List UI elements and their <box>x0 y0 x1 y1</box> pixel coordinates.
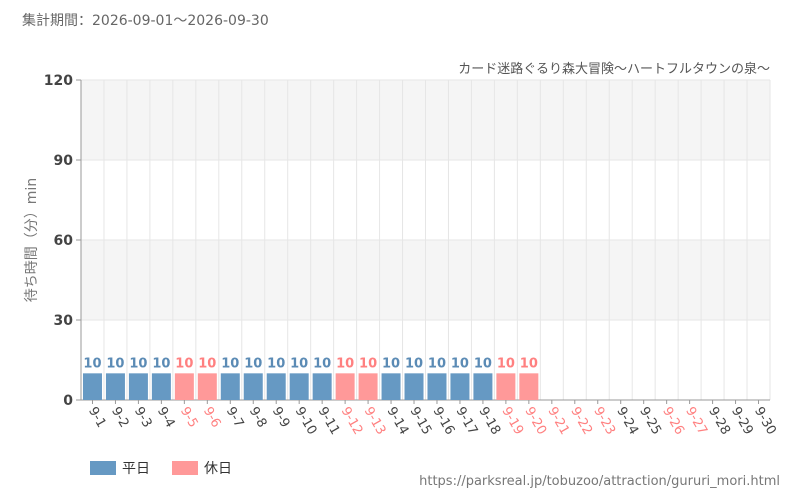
bar-data-label: 10 <box>221 356 239 371</box>
bar-data-label: 10 <box>152 356 170 371</box>
bar-data-label: 10 <box>106 356 124 371</box>
bar-data-label: 10 <box>198 356 216 371</box>
x-tick-label: 9-6 <box>200 405 224 431</box>
bar <box>289 373 309 400</box>
legend-item-holiday[interactable]: 休日 <box>172 458 232 478</box>
x-tick-label: 9-2 <box>108 405 132 431</box>
legend-swatch-holiday <box>172 461 198 475</box>
bar-data-label: 10 <box>244 356 262 371</box>
y-axis-label: 待ち時間（分）min <box>24 178 40 302</box>
bar-data-label: 10 <box>451 356 469 371</box>
bar <box>243 373 263 400</box>
bar-data-label: 10 <box>497 356 515 371</box>
y-tick-label: 90 <box>54 153 74 169</box>
bar <box>381 373 401 400</box>
legend-label-weekday: 平日 <box>122 461 150 477</box>
x-tick-label: 9-12 <box>338 405 366 438</box>
bar <box>335 373 355 400</box>
bar <box>427 373 447 400</box>
bar <box>450 373 470 400</box>
y-tick-label: 30 <box>54 313 74 329</box>
x-tick-label: 9-1 <box>85 405 109 431</box>
x-tick-label: 9-27 <box>682 405 710 438</box>
x-tick-label: 9-30 <box>751 405 779 438</box>
source-url[interactable]: https://parksreal.jp/tobuzoo/attraction/… <box>419 474 780 489</box>
y-tick-label: 60 <box>54 233 74 249</box>
x-tick-label: 9-28 <box>705 405 733 438</box>
bar <box>82 373 102 400</box>
x-tick-label: 9-5 <box>177 405 201 431</box>
x-tick-label: 9-22 <box>567 405 595 438</box>
x-tick-label: 9-13 <box>361 405 389 438</box>
bar-data-label: 10 <box>428 356 446 371</box>
legend-label-holiday: 休日 <box>204 461 232 477</box>
y-tick-label: 0 <box>63 393 73 409</box>
x-tick-label: 9-16 <box>430 405 458 438</box>
legend-item-weekday[interactable]: 平日 <box>90 458 150 478</box>
x-tick-label: 9-19 <box>498 405 526 438</box>
bar <box>151 373 171 400</box>
bar-data-label: 10 <box>175 356 193 371</box>
bar-data-label: 10 <box>313 356 331 371</box>
x-tick-label: 9-23 <box>590 405 618 438</box>
wait-time-chart: 0 30 60 90 120 待ち時間（分）min 10 9-1 10 9-2 10 9-3 10 9-4… <box>24 73 779 438</box>
bar-data-label: 10 <box>359 356 377 371</box>
x-tick-label: 9-21 <box>544 405 572 438</box>
x-tick-label: 9-24 <box>613 405 641 438</box>
x-tick-label: 9-9 <box>269 405 293 431</box>
x-tick-label: 9-17 <box>452 405 480 438</box>
x-tick-label: 9-20 <box>521 405 549 438</box>
bar-data-label: 10 <box>336 356 354 371</box>
bar-data-label: 10 <box>83 356 101 371</box>
x-tick-label: 9-7 <box>223 405 247 431</box>
x-tick-label: 9-10 <box>292 405 320 438</box>
x-tick-label: 9-4 <box>154 405 178 431</box>
bar <box>358 373 378 400</box>
x-tick-label: 9-25 <box>636 405 664 438</box>
bar <box>220 373 240 400</box>
legend-swatch-weekday <box>90 461 116 475</box>
bar <box>473 373 493 400</box>
bar <box>128 373 148 400</box>
bar-data-label: 10 <box>474 356 492 371</box>
bar-data-label: 10 <box>382 356 400 371</box>
x-tick-label: 9-3 <box>131 405 155 431</box>
bar <box>312 373 332 400</box>
bar-data-label: 10 <box>520 356 538 371</box>
bar <box>105 373 125 400</box>
bar-data-label: 10 <box>267 356 285 371</box>
x-tick-label: 9-18 <box>475 405 503 438</box>
bar-data-label: 10 <box>405 356 423 371</box>
y-tick-label: 120 <box>44 73 73 89</box>
x-tick-label: 9-15 <box>407 405 435 438</box>
x-tick-label: 9-14 <box>384 405 412 438</box>
bar <box>197 373 217 400</box>
chart-subtitle: カード迷路ぐるり森大冒険～ハートフルタウンの泉～ <box>458 62 770 77</box>
bar-data-label: 10 <box>290 356 308 371</box>
bar <box>496 373 516 400</box>
bar <box>519 373 539 400</box>
bar <box>404 373 424 400</box>
period-label: 集計期間：2026-09-01～2026-09-30 <box>22 13 269 29</box>
x-tick-label: 9-26 <box>659 405 687 438</box>
bar-data-label: 10 <box>129 356 147 371</box>
bar <box>266 373 286 400</box>
bar <box>174 373 194 400</box>
legend: 平日 休日 <box>90 458 254 478</box>
x-tick-label: 9-8 <box>246 405 270 431</box>
x-tick-label: 9-29 <box>728 405 756 438</box>
x-tick-label: 9-11 <box>315 405 343 438</box>
